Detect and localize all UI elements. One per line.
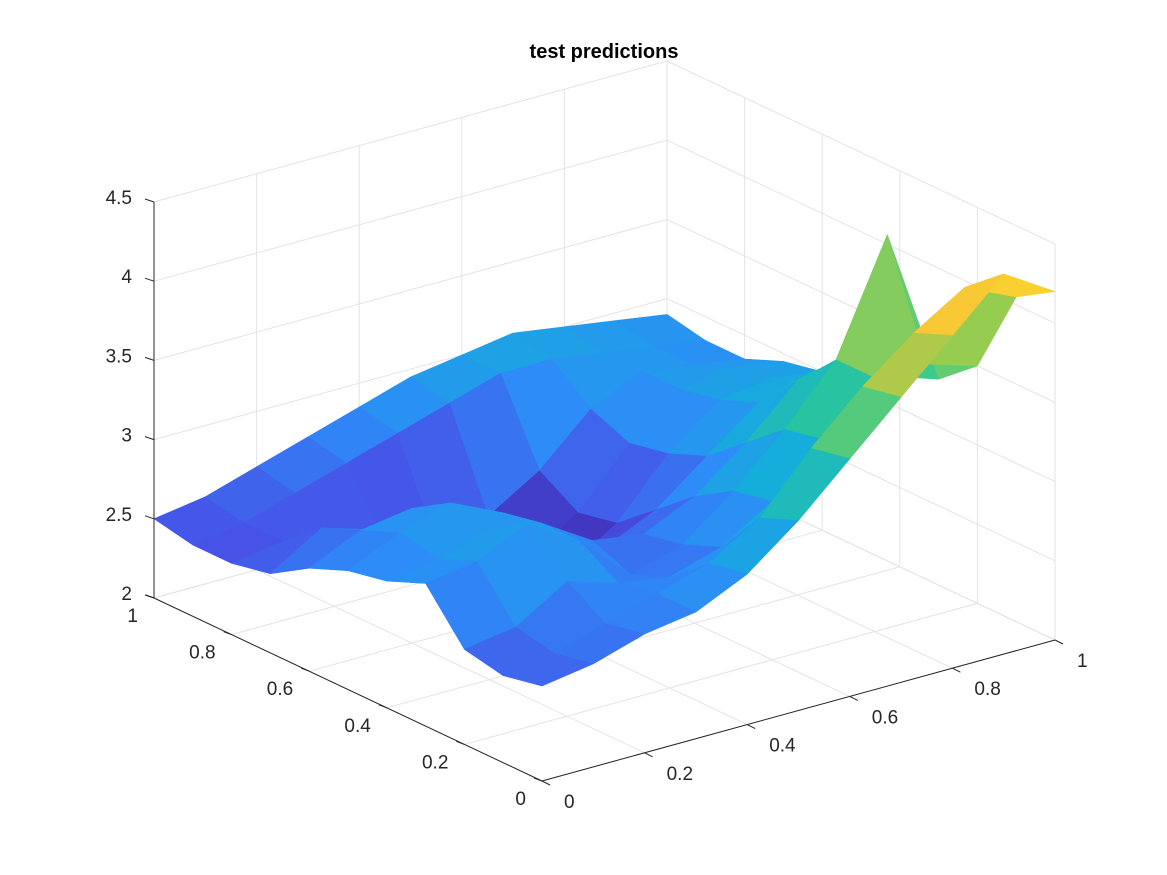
x-tick-label: 1 [1077, 651, 1088, 672]
y-tick-mark [456, 740, 465, 745]
z-tick-mark [144, 594, 155, 599]
floor-gridline-x [256, 569, 645, 754]
z-tick-mark [144, 436, 155, 441]
x-axis-line [541, 639, 1056, 782]
x-tick-label: 0.4 [769, 736, 796, 757]
y-tick-mark [301, 667, 310, 672]
x-tick-label: 0.2 [667, 764, 693, 785]
x-tick-label: 0.6 [872, 707, 898, 728]
z-tick-label: 3.5 [106, 346, 132, 367]
x-tick-label: 0.8 [974, 679, 1000, 700]
z-tick-label: 4.5 [106, 188, 132, 209]
x-tick-mark [541, 780, 551, 786]
surface [153, 234, 1056, 687]
z-tick-label: 3 [121, 426, 132, 447]
y-tick-mark [378, 704, 387, 709]
y-tick-label: 0.6 [267, 679, 293, 700]
x-tick-label: 0 [564, 792, 575, 813]
y-tick-label: 0.2 [422, 752, 448, 773]
z-tick-mark [144, 277, 155, 282]
wall-gridline-z [153, 60, 668, 203]
wall-gridline-z [153, 218, 668, 361]
y-tick-label: 0.4 [344, 716, 371, 737]
wall-gridline-z [153, 298, 668, 441]
chart-title: test predictions [530, 41, 679, 63]
z-tick-mark [144, 356, 155, 361]
floor-gridline-y [386, 566, 900, 709]
z-tick-mark [144, 198, 155, 203]
y-tick-label: 0.8 [189, 643, 215, 664]
y-tick-mark [533, 777, 543, 782]
x-tick-mark [644, 752, 653, 758]
x-tick-mark [952, 667, 961, 673]
y-tick-label: 1 [127, 606, 138, 627]
z-tick-label: 2.5 [106, 505, 132, 526]
wall-gridline-z [153, 139, 668, 282]
floor-gridline-y [464, 602, 978, 745]
z-tick-label: 4 [121, 267, 132, 288]
surface-patch [502, 653, 594, 687]
y-tick-mark [223, 631, 232, 636]
y-tick-label: 0 [515, 789, 526, 810]
y-axis-line [153, 597, 543, 782]
x-tick-mark [746, 724, 756, 730]
z-tick-label: 2 [121, 584, 132, 605]
x-tick-mark [1054, 639, 1064, 645]
x-tick-mark [849, 695, 859, 701]
z-tick-mark [144, 515, 155, 520]
wall-gridline-z2 [666, 60, 1056, 245]
